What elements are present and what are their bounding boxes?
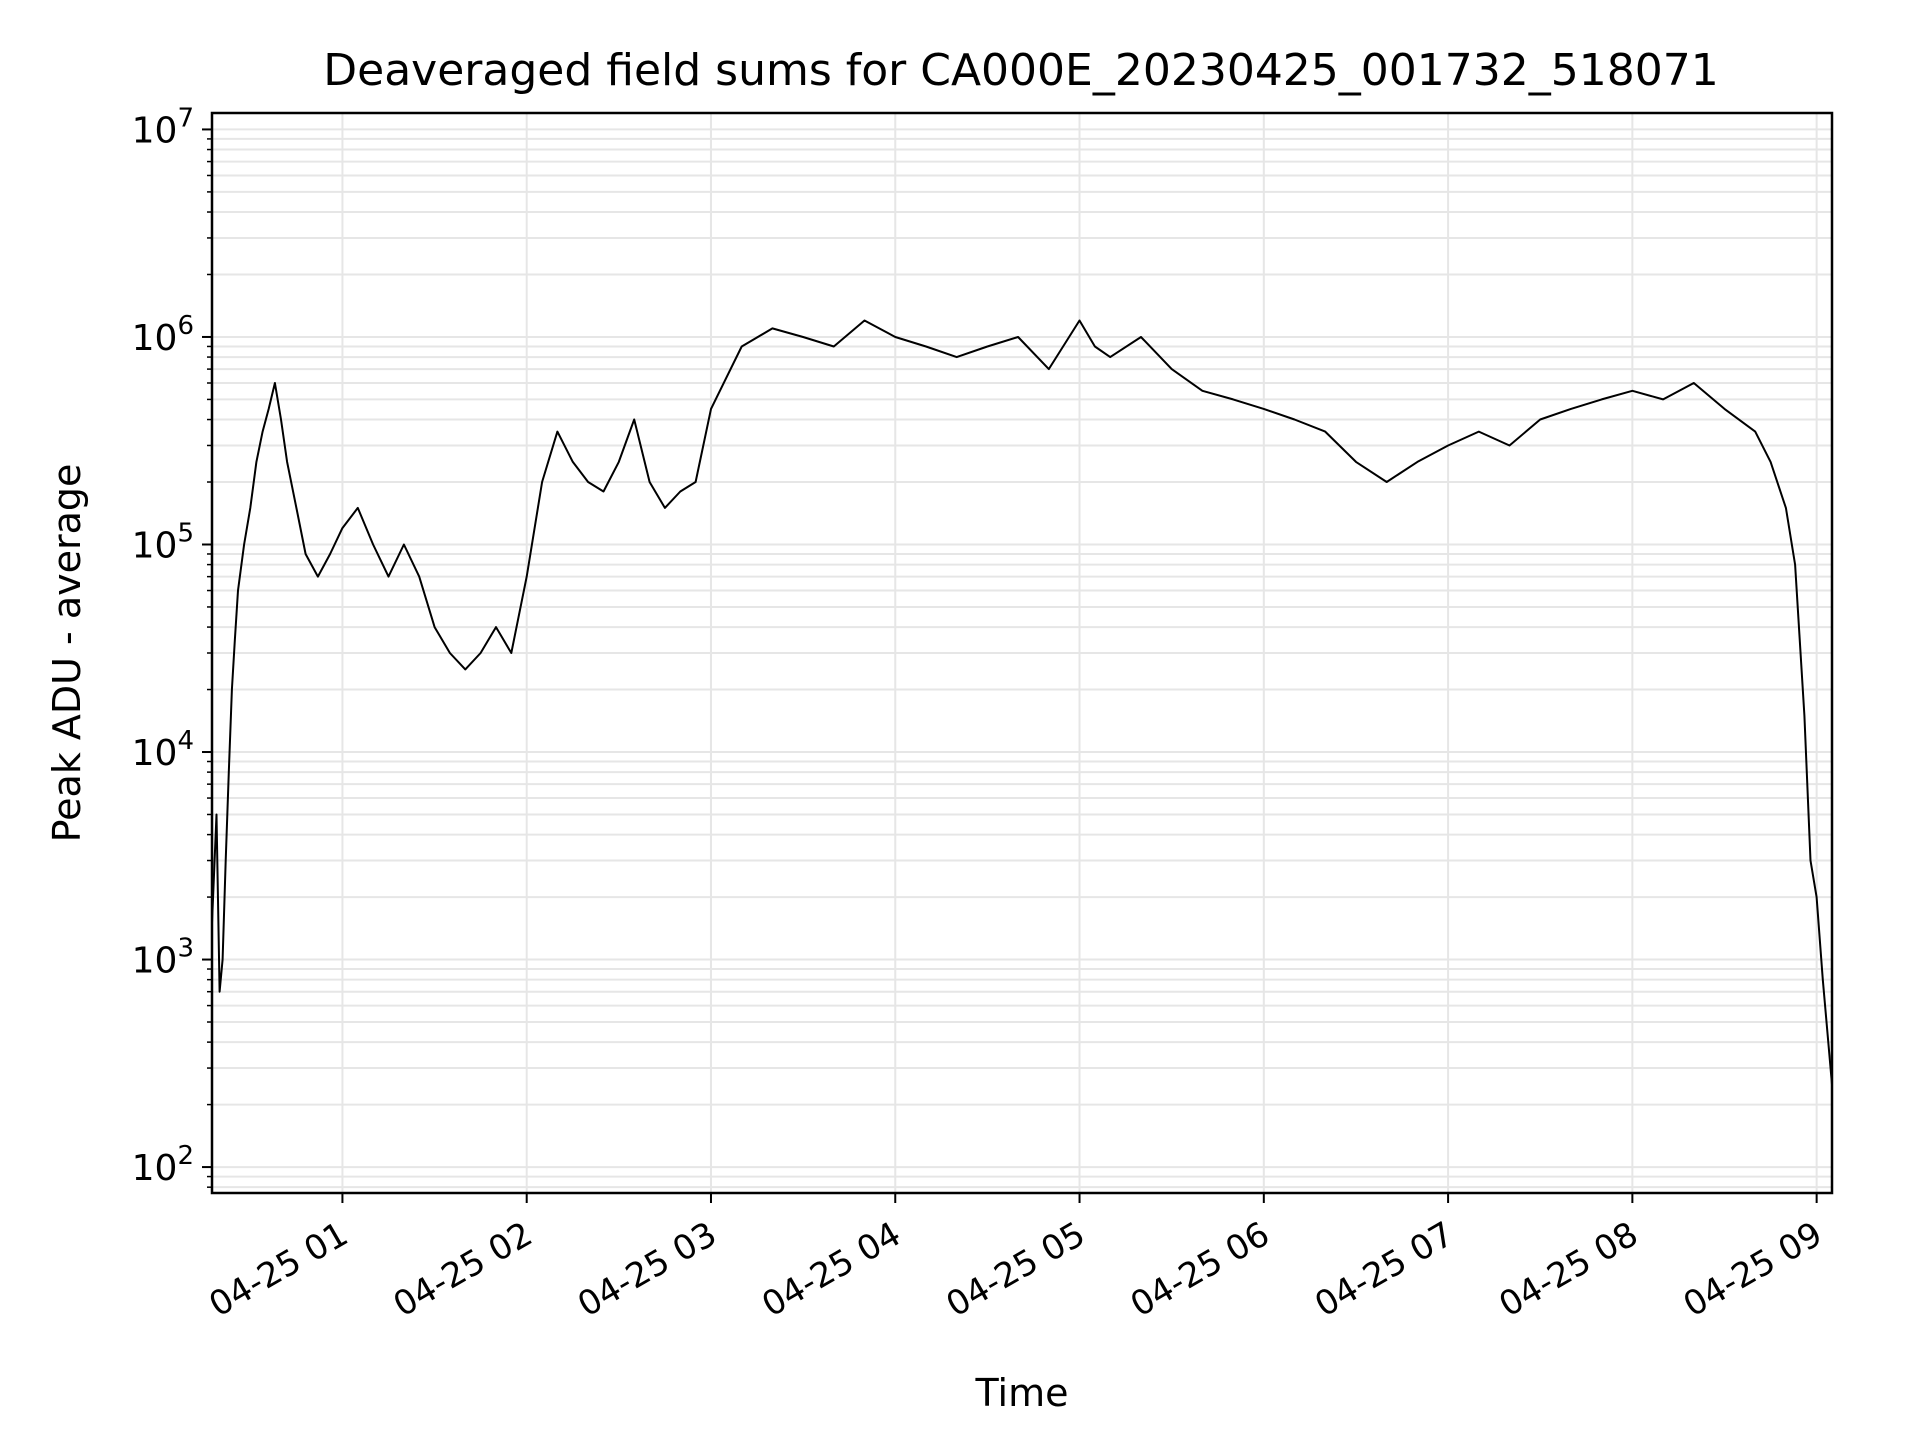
grid <box>212 113 1832 1193</box>
y-tick-exponent: 7 <box>177 103 194 133</box>
y-tick-base: 10 <box>132 318 178 359</box>
chart-title: Deaveraged field sums for CA000E_2023042… <box>323 45 1718 96</box>
y-tick-exponent: 2 <box>177 1141 194 1171</box>
series-line <box>211 319 1833 1085</box>
y-tick-label: 106 <box>132 311 194 359</box>
data-series <box>211 319 1833 1085</box>
y-axis-label: Peak ADU - average <box>45 464 89 843</box>
y-tick-label: 104 <box>132 726 194 774</box>
y-tick-label: 103 <box>132 934 194 982</box>
y-tick-base: 10 <box>132 941 178 982</box>
y-tick-base: 10 <box>132 733 178 774</box>
y-tick-base: 10 <box>132 1148 178 1189</box>
y-tick-base: 10 <box>132 110 178 151</box>
x-axis-label: Time <box>975 1371 1069 1415</box>
y-tick-exponent: 5 <box>177 518 194 548</box>
y-tick-base: 10 <box>132 525 178 566</box>
y-tick-exponent: 6 <box>177 311 194 341</box>
y-tick-exponent: 3 <box>177 934 194 964</box>
y-tick-label: 102 <box>132 1141 194 1189</box>
y-tick-label: 105 <box>132 518 194 566</box>
y-tick-label: 107 <box>132 103 194 151</box>
y-tick-exponent: 4 <box>177 726 194 756</box>
